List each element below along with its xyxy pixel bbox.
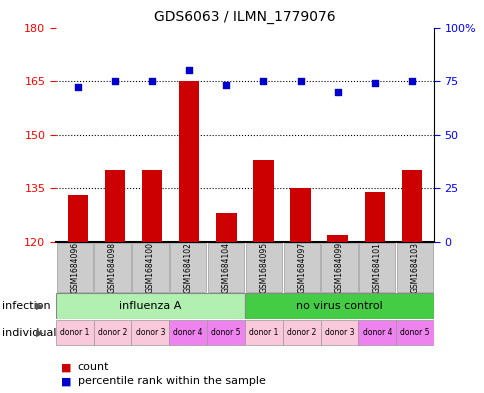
- Bar: [56, 320, 93, 345]
- Bar: [57, 243, 92, 292]
- Bar: [245, 243, 281, 292]
- Text: ■: ■: [60, 362, 71, 373]
- Bar: [207, 320, 244, 345]
- Text: individual: individual: [2, 328, 57, 338]
- Text: ▶: ▶: [36, 328, 44, 338]
- Bar: [179, 81, 199, 242]
- Bar: [131, 320, 169, 345]
- Point: [259, 78, 267, 84]
- Point: [296, 78, 304, 84]
- Text: donor 4: donor 4: [362, 328, 391, 337]
- Point: [407, 78, 415, 84]
- Text: GSM1684097: GSM1684097: [297, 242, 305, 293]
- Text: GSM1684103: GSM1684103: [410, 242, 419, 293]
- Bar: [364, 192, 384, 242]
- Bar: [320, 320, 358, 345]
- Text: no virus control: no virus control: [296, 301, 382, 311]
- Text: ■: ■: [60, 376, 71, 386]
- Text: GSM1684104: GSM1684104: [221, 242, 230, 293]
- Point: [333, 88, 341, 95]
- Text: donor 3: donor 3: [136, 328, 165, 337]
- Text: influenza A: influenza A: [119, 301, 181, 311]
- Text: donor 1: donor 1: [60, 328, 89, 337]
- Bar: [170, 243, 206, 292]
- Text: percentile rank within the sample: percentile rank within the sample: [77, 376, 265, 386]
- Point: [222, 82, 230, 88]
- Text: GSM1684100: GSM1684100: [146, 242, 154, 293]
- Text: donor 5: donor 5: [211, 328, 240, 337]
- Bar: [396, 243, 432, 292]
- Bar: [208, 243, 243, 292]
- Point: [370, 80, 378, 86]
- Text: GSM1684096: GSM1684096: [70, 242, 79, 293]
- Text: count: count: [77, 362, 109, 373]
- Bar: [253, 160, 273, 242]
- Point: [74, 84, 82, 91]
- Text: donor 1: donor 1: [249, 328, 278, 337]
- Bar: [358, 320, 395, 345]
- Text: donor 2: donor 2: [287, 328, 316, 337]
- Text: GSM1684098: GSM1684098: [108, 242, 117, 293]
- Bar: [216, 213, 236, 242]
- Point: [148, 78, 156, 84]
- Title: GDS6063 / ILMN_1779076: GDS6063 / ILMN_1779076: [154, 10, 335, 24]
- Bar: [327, 235, 347, 242]
- Point: [111, 78, 119, 84]
- Bar: [282, 320, 320, 345]
- Text: ▶: ▶: [36, 301, 44, 311]
- Text: GSM1684102: GSM1684102: [183, 242, 192, 293]
- Bar: [105, 170, 125, 242]
- Text: GSM1684101: GSM1684101: [372, 242, 381, 293]
- Point: [185, 67, 193, 73]
- Bar: [142, 170, 162, 242]
- Text: infection: infection: [2, 301, 51, 311]
- Bar: [169, 320, 207, 345]
- Bar: [94, 243, 130, 292]
- Bar: [290, 188, 310, 242]
- Text: donor 2: donor 2: [98, 328, 127, 337]
- Bar: [93, 320, 131, 345]
- Text: donor 3: donor 3: [324, 328, 353, 337]
- Text: donor 5: donor 5: [400, 328, 429, 337]
- Bar: [132, 243, 168, 292]
- Text: GSM1684095: GSM1684095: [259, 242, 268, 293]
- Bar: [244, 320, 282, 345]
- Bar: [68, 195, 88, 242]
- Bar: [283, 243, 319, 292]
- Text: donor 4: donor 4: [173, 328, 202, 337]
- Bar: [321, 243, 357, 292]
- Bar: [244, 293, 433, 319]
- Bar: [359, 243, 394, 292]
- Bar: [401, 170, 421, 242]
- Text: GSM1684099: GSM1684099: [334, 242, 343, 293]
- Bar: [395, 320, 433, 345]
- Bar: [56, 293, 244, 319]
